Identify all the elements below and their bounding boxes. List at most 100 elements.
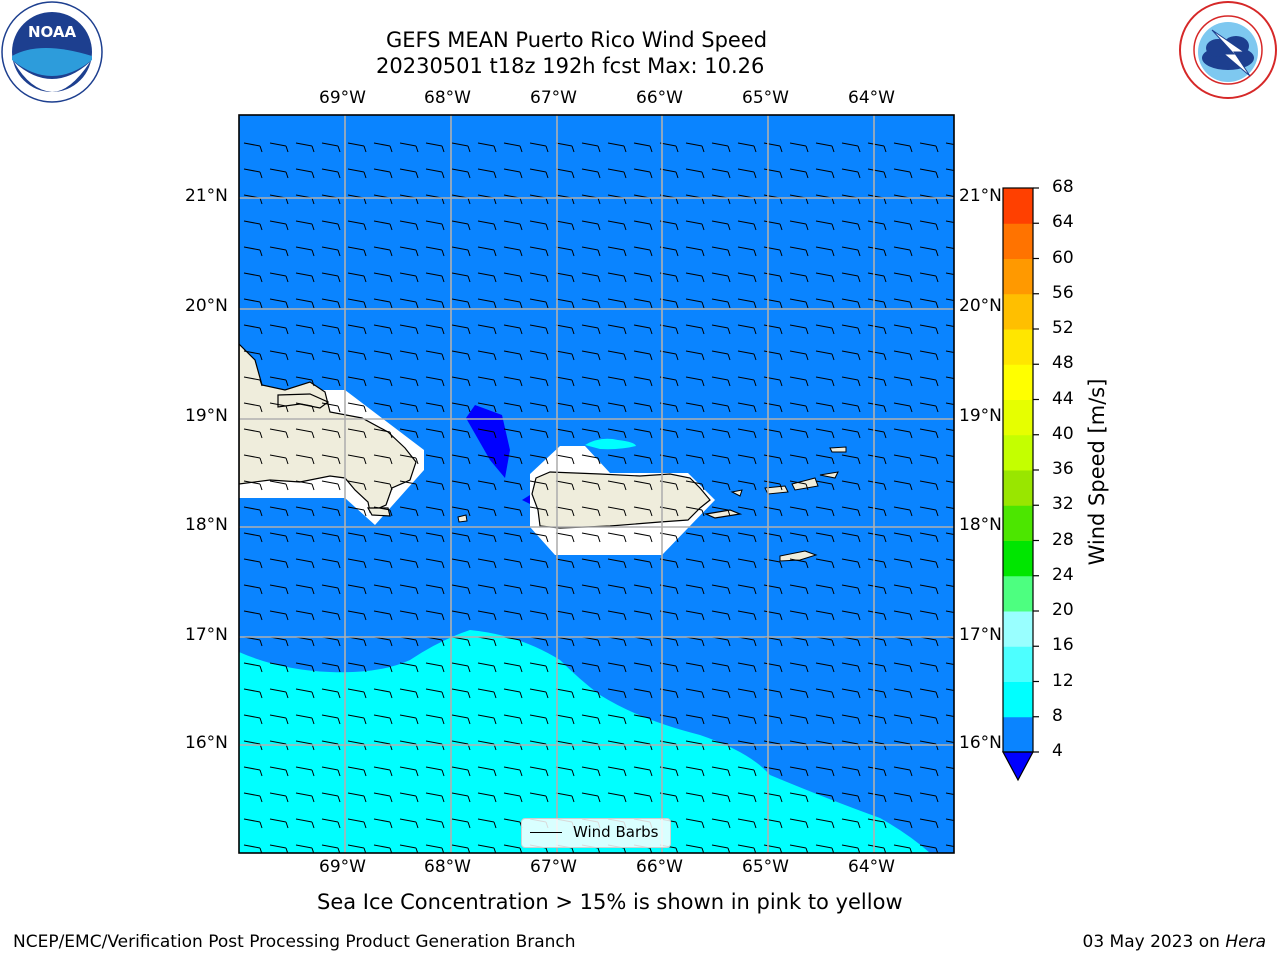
wind-barb bbox=[321, 142, 341, 153]
colorbar-segment bbox=[1003, 434, 1033, 471]
lat-label-left: 17°N bbox=[185, 625, 228, 645]
wind-barb bbox=[425, 532, 445, 543]
wind-barb bbox=[477, 506, 497, 517]
wind-barb bbox=[295, 142, 315, 153]
wind-barb bbox=[711, 298, 731, 309]
wind-barb bbox=[477, 376, 497, 387]
wind-barb bbox=[503, 324, 523, 335]
wind-barb bbox=[581, 402, 601, 413]
wind-barb bbox=[503, 792, 523, 803]
wind-barb bbox=[841, 766, 861, 777]
wind-barb bbox=[477, 246, 497, 257]
wind-barb bbox=[399, 558, 419, 569]
wind-barb bbox=[685, 766, 705, 777]
wind-barb bbox=[347, 480, 367, 491]
wind-barb bbox=[451, 428, 471, 439]
wind-barb bbox=[919, 844, 939, 853]
wind-barb bbox=[607, 376, 627, 387]
wind-barb bbox=[373, 168, 393, 179]
wind-barb bbox=[789, 558, 809, 569]
wind-barb bbox=[321, 506, 341, 517]
wind-barb bbox=[867, 428, 887, 439]
wind-barb bbox=[477, 714, 497, 725]
wind-barb bbox=[919, 298, 939, 309]
wind-barb bbox=[945, 220, 954, 224]
wind-barb bbox=[685, 376, 705, 387]
wind-barb bbox=[399, 454, 419, 465]
wind-barb bbox=[633, 272, 653, 283]
wind-barb bbox=[451, 688, 471, 699]
wind-barb bbox=[295, 610, 315, 621]
wind-barb bbox=[425, 168, 445, 179]
colorbar-tick-label: 28 bbox=[1052, 529, 1074, 550]
wind-barb bbox=[737, 298, 757, 309]
wind-barb bbox=[477, 298, 497, 309]
wind-barb bbox=[269, 298, 289, 309]
wind-barb bbox=[321, 662, 341, 673]
wind-barb bbox=[633, 246, 653, 257]
wind-barb bbox=[919, 168, 939, 179]
wind-barb bbox=[633, 298, 653, 309]
wind-barb bbox=[399, 844, 419, 853]
wind-barb bbox=[295, 376, 315, 387]
wind-barb bbox=[763, 480, 783, 491]
wind-barb bbox=[763, 584, 783, 595]
wind-barb bbox=[789, 532, 809, 543]
wind-barb bbox=[841, 844, 861, 853]
colorbar-tick-label: 36 bbox=[1052, 459, 1074, 479]
wind-barb bbox=[945, 740, 954, 744]
wind-barb bbox=[373, 454, 393, 465]
wind-barb bbox=[269, 662, 289, 673]
wind-barb bbox=[867, 142, 887, 153]
colorbar-segment bbox=[1003, 470, 1033, 506]
wind-barb bbox=[503, 688, 523, 699]
wind-barb bbox=[347, 350, 367, 361]
lon-label-top: 66°W bbox=[636, 88, 683, 108]
wind-barb bbox=[243, 610, 263, 621]
wind-barb bbox=[841, 376, 861, 387]
wind-barb bbox=[711, 220, 731, 231]
wind-barb bbox=[633, 714, 653, 725]
wind-barb bbox=[633, 610, 653, 621]
wind-barb bbox=[529, 168, 549, 179]
wind-barb bbox=[581, 350, 601, 361]
wind-barb bbox=[581, 298, 601, 309]
wind-barb bbox=[451, 350, 471, 361]
colorbar-segment bbox=[1003, 223, 1033, 259]
wind-barb bbox=[581, 662, 601, 673]
wind-barb bbox=[295, 558, 315, 569]
wind-barb bbox=[373, 844, 393, 853]
wind-barb bbox=[815, 766, 835, 777]
colorbar-tick-label: 12 bbox=[1052, 670, 1074, 691]
wind-barb bbox=[295, 454, 315, 465]
wind-barb bbox=[399, 376, 419, 387]
wind-barb bbox=[451, 792, 471, 803]
wind-barb bbox=[321, 532, 341, 543]
wind-barb bbox=[269, 480, 289, 491]
wind-barb bbox=[529, 688, 549, 699]
lon-label-bottom: 64°W bbox=[848, 857, 895, 877]
wind-barb bbox=[815, 714, 835, 725]
wind-barb bbox=[945, 142, 954, 146]
wind-barb bbox=[737, 376, 757, 387]
wind-barb bbox=[399, 402, 419, 413]
wind-barb bbox=[555, 506, 575, 517]
wind-barb bbox=[269, 350, 289, 361]
colorbar-segment bbox=[1003, 505, 1033, 541]
wind-barb bbox=[451, 610, 471, 621]
wind-barb bbox=[945, 662, 954, 666]
wind-barb bbox=[425, 324, 445, 335]
lon-label-bottom: 69°W bbox=[319, 857, 366, 877]
wind-barb bbox=[477, 454, 497, 465]
wind-barb bbox=[763, 792, 783, 803]
wind-barb bbox=[529, 584, 549, 595]
wind-barb bbox=[373, 662, 393, 673]
wind-barb bbox=[893, 818, 913, 829]
wind-barb bbox=[945, 402, 954, 406]
wind-barb bbox=[529, 246, 549, 257]
wind-barb bbox=[425, 272, 445, 283]
wind-barb bbox=[243, 714, 263, 725]
wind-barb bbox=[815, 298, 835, 309]
wind-barb bbox=[243, 298, 263, 309]
